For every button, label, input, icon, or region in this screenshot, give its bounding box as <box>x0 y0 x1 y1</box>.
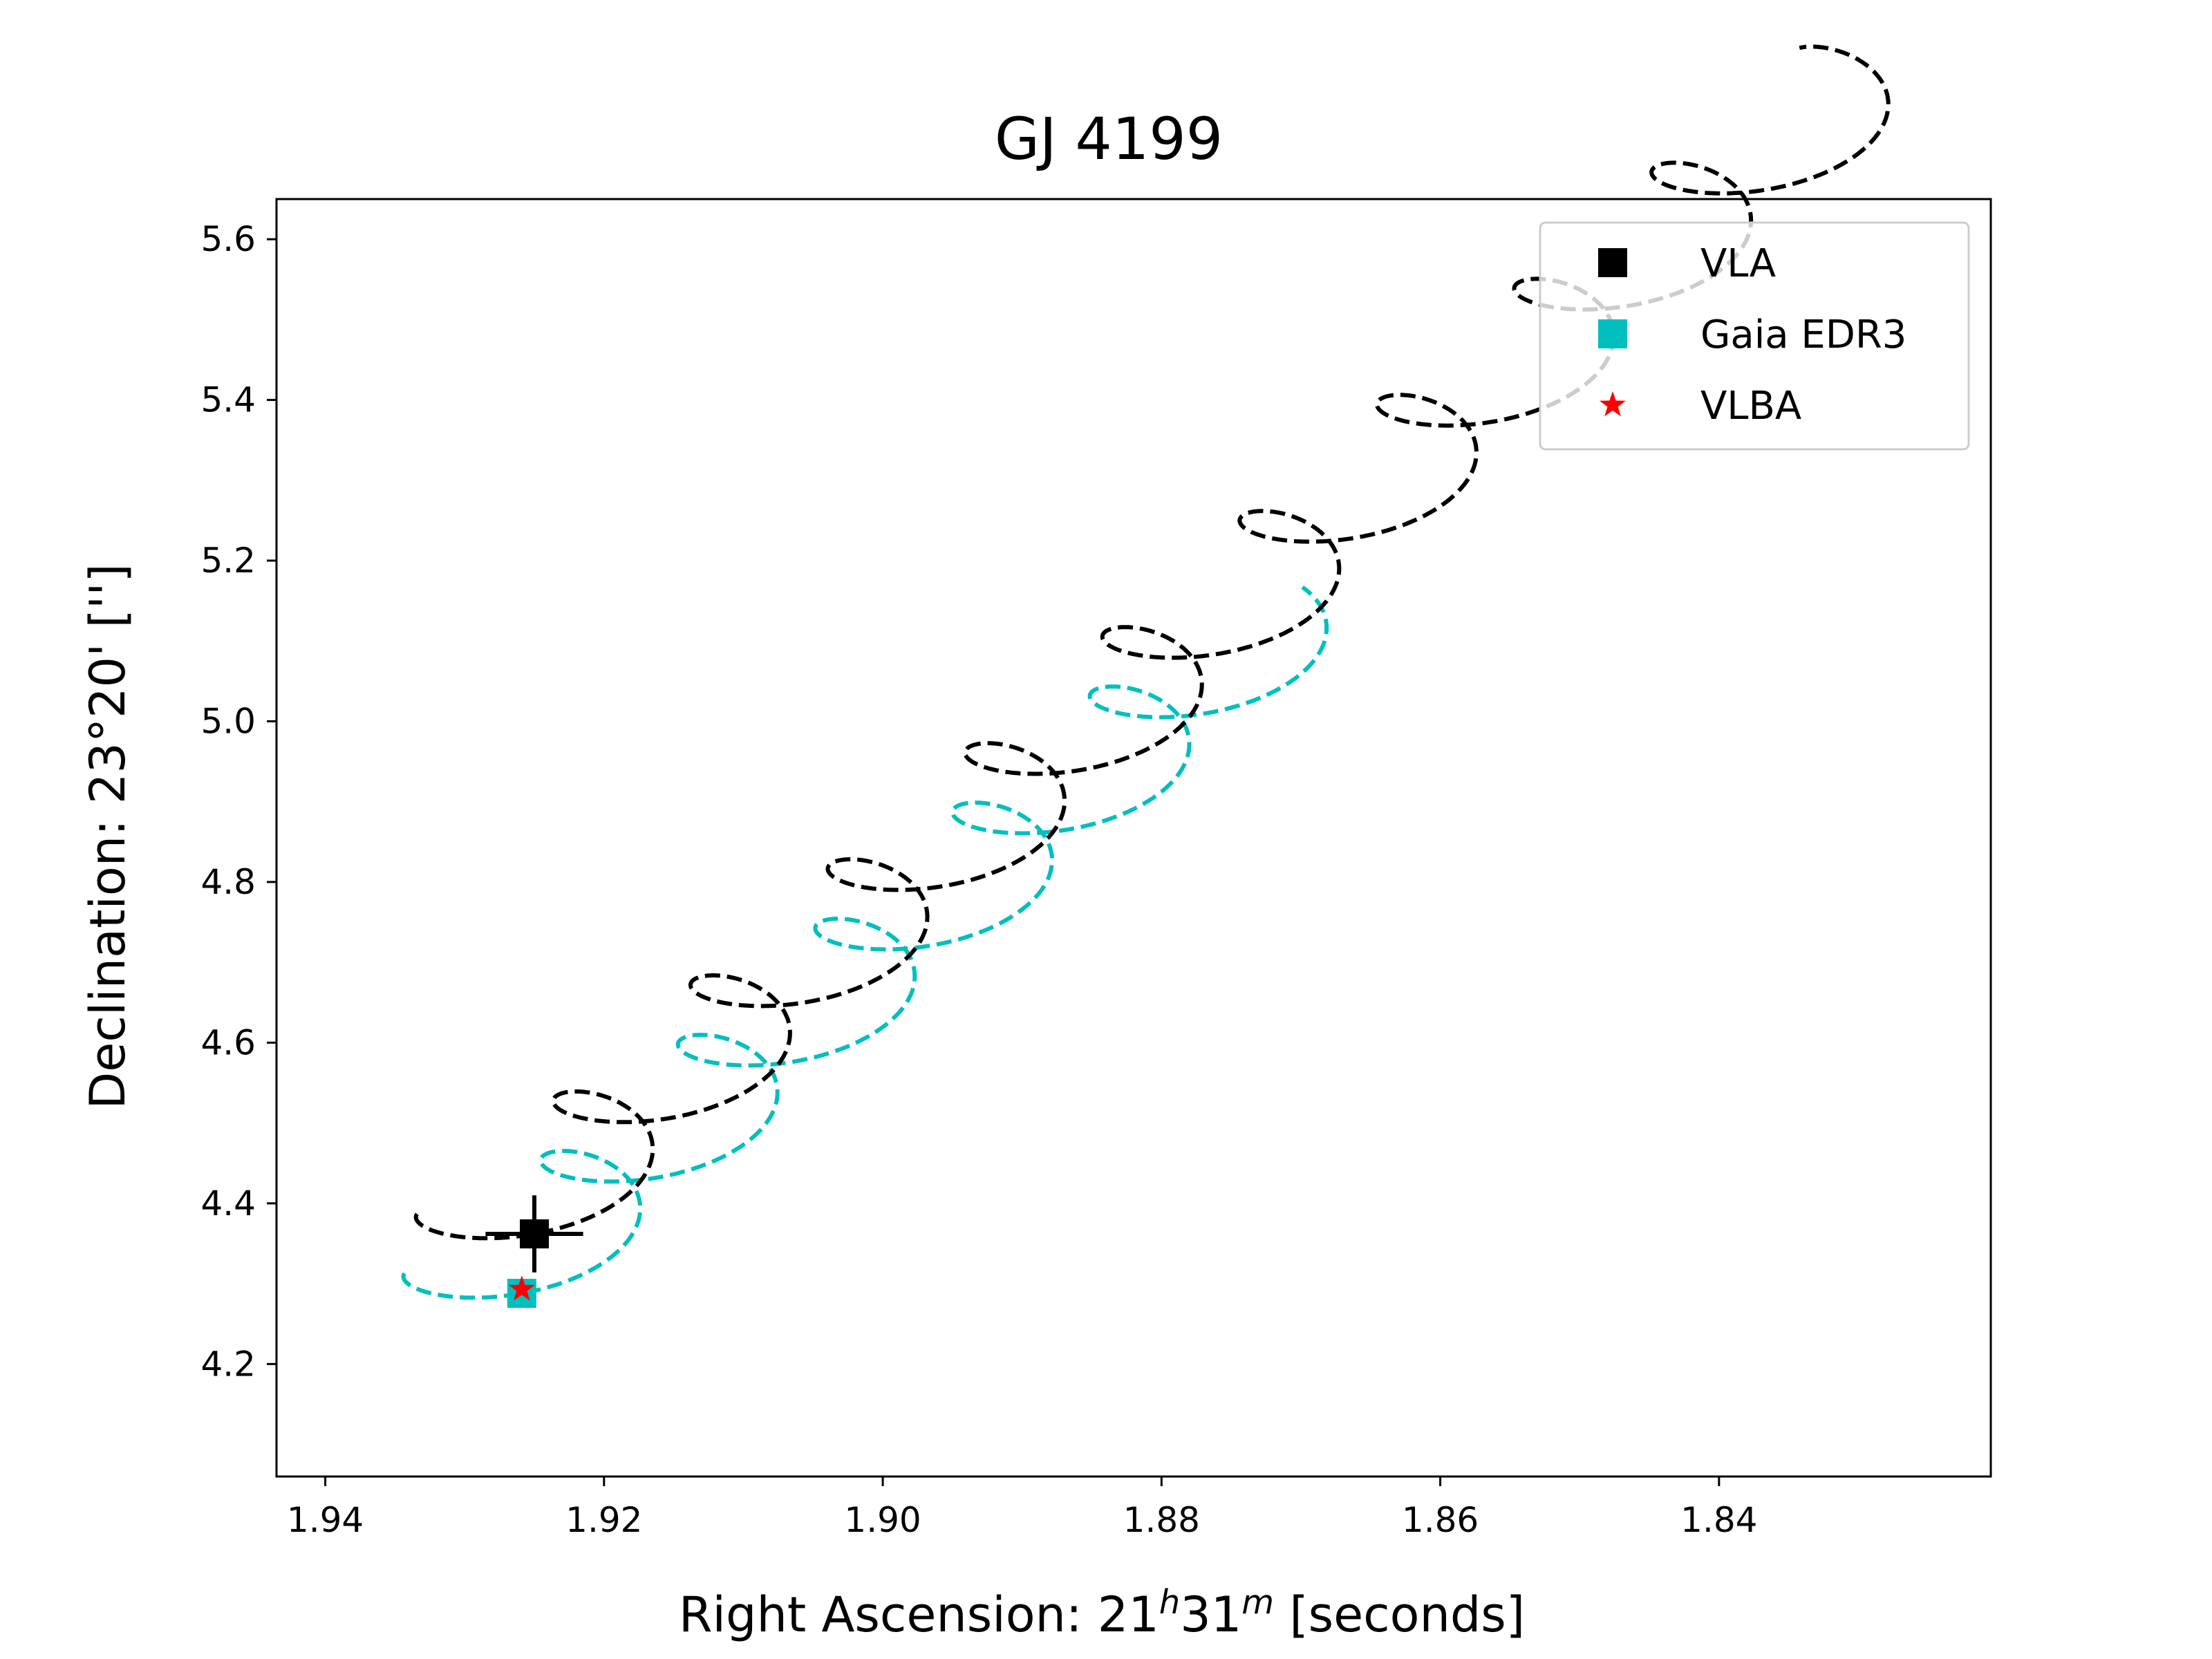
y-axis: 4.2 4.4 4.6 4.8 5.0 5.2 5.4 5.6 <box>200 219 276 1384</box>
legend-box <box>1539 221 1970 451</box>
x-tick-label: 1.90 <box>844 1500 921 1540</box>
x-axis: 1.94 1.92 1.90 1.88 1.86 1.84 <box>287 1477 1757 1540</box>
legend-marker-vlba <box>1600 391 1626 417</box>
x-tick-label: 1.94 <box>287 1500 364 1540</box>
plot-frame <box>275 198 1992 1478</box>
y-tick-label: 5.0 <box>200 701 256 741</box>
track-gaia-edr3 <box>401 585 1329 1300</box>
y-tick-label: 4.4 <box>200 1183 256 1224</box>
legend-marker-vla <box>1598 248 1627 277</box>
y-axis-label: Declination: 23°20' [''] <box>79 563 136 1109</box>
y-tick-label: 4.8 <box>200 862 256 902</box>
chart-title: GJ 4199 <box>995 105 1223 173</box>
legend: VLA Gaia EDR3 VLBA <box>1539 221 1970 451</box>
y-tick-label: 4.6 <box>200 1022 256 1062</box>
legend-label-vlba: VLBA <box>1700 384 1801 429</box>
x-tick-label: 1.88 <box>1123 1500 1200 1540</box>
y-tick-label: 5.4 <box>200 380 256 420</box>
vlba-point <box>508 1275 535 1301</box>
y-tick-label: 4.2 <box>200 1344 256 1384</box>
legend-label-vla: VLA <box>1700 241 1776 286</box>
x-axis-label: Right Ascension: 21h31m [seconds] <box>679 1583 1525 1643</box>
y-tick-label: 5.6 <box>200 219 256 259</box>
x-tick-label: 1.84 <box>1680 1500 1757 1540</box>
x-tick-label: 1.92 <box>565 1500 642 1540</box>
y-tick-label: 5.2 <box>200 541 256 581</box>
legend-marker-gaia-edr3 <box>1598 319 1627 348</box>
legend-label-gaia-edr3: Gaia EDR3 <box>1700 312 1906 357</box>
vla-point <box>520 1219 550 1248</box>
x-tick-label: 1.86 <box>1402 1500 1479 1540</box>
